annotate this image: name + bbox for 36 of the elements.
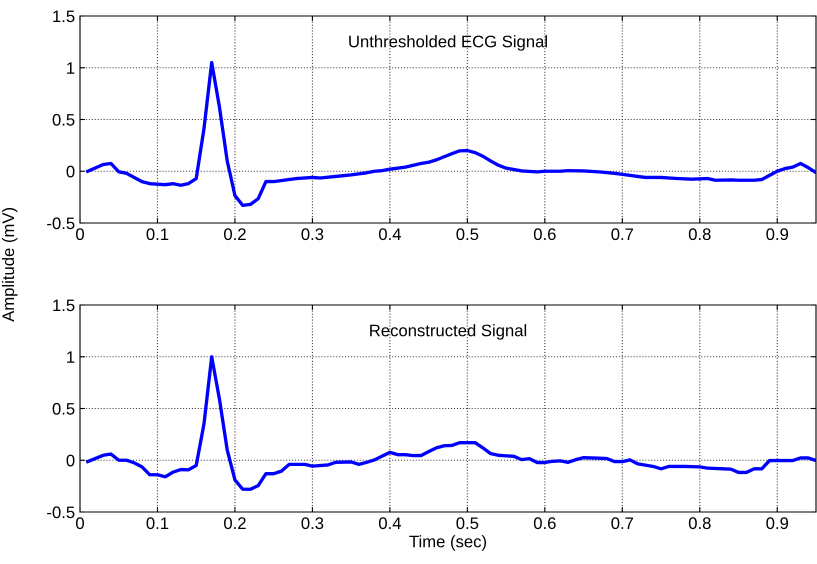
y-tick-label: 1 xyxy=(67,351,74,363)
y-tick-label: 1.5 xyxy=(53,10,74,22)
x-tick-label: 0.3 xyxy=(301,517,324,530)
x-tick-label: 0.4 xyxy=(378,228,401,240)
x-tick-label: 0.8 xyxy=(688,228,711,240)
x-axis-title: Time (sec) xyxy=(409,535,486,551)
x-tick-label: 0.7 xyxy=(611,228,634,240)
y-tick-label: 1 xyxy=(67,62,74,74)
y-axis-title: Amplitude (mV) xyxy=(2,208,18,322)
x-tick-label: 0.1 xyxy=(146,517,168,530)
x-tick-label: 0.4 xyxy=(378,517,401,530)
x-tick-label: 0.5 xyxy=(456,228,478,240)
y-tick-label: 0.5 xyxy=(52,402,74,415)
x-tick-label: 0.9 xyxy=(766,228,788,240)
x-tick-label: 0.5 xyxy=(456,517,478,530)
x-tick-label: 0.6 xyxy=(534,517,556,530)
x-tick-label: 0 xyxy=(76,517,84,530)
y-tick-label: 0 xyxy=(66,166,74,178)
line-series xyxy=(86,60,816,208)
x-tick-label: 0.8 xyxy=(688,517,711,530)
y-tick-label: 1.5 xyxy=(53,300,74,312)
y-tick-label: 0 xyxy=(66,454,74,466)
x-tick-label: 0 xyxy=(76,228,84,240)
x-tick-label: 0.1 xyxy=(146,228,168,240)
x-tick-label: 0.6 xyxy=(534,228,556,240)
x-tick-label: 0.2 xyxy=(224,228,246,240)
text: Reconstructed Signal xyxy=(370,324,526,340)
x-tick-label: 0.3 xyxy=(301,228,324,240)
x-tick-label: 0.2 xyxy=(224,517,246,530)
line-series xyxy=(86,355,816,491)
x-tick-label: 0.9 xyxy=(766,517,788,530)
x-tick-label: 0.7 xyxy=(611,517,634,530)
y-tick-label: -0.5 xyxy=(47,506,74,518)
y-tick-label: 0.5 xyxy=(52,114,74,126)
y-tick-label: -0.5 xyxy=(47,217,74,230)
text: Unthresholded ECG Signal xyxy=(349,35,547,51)
